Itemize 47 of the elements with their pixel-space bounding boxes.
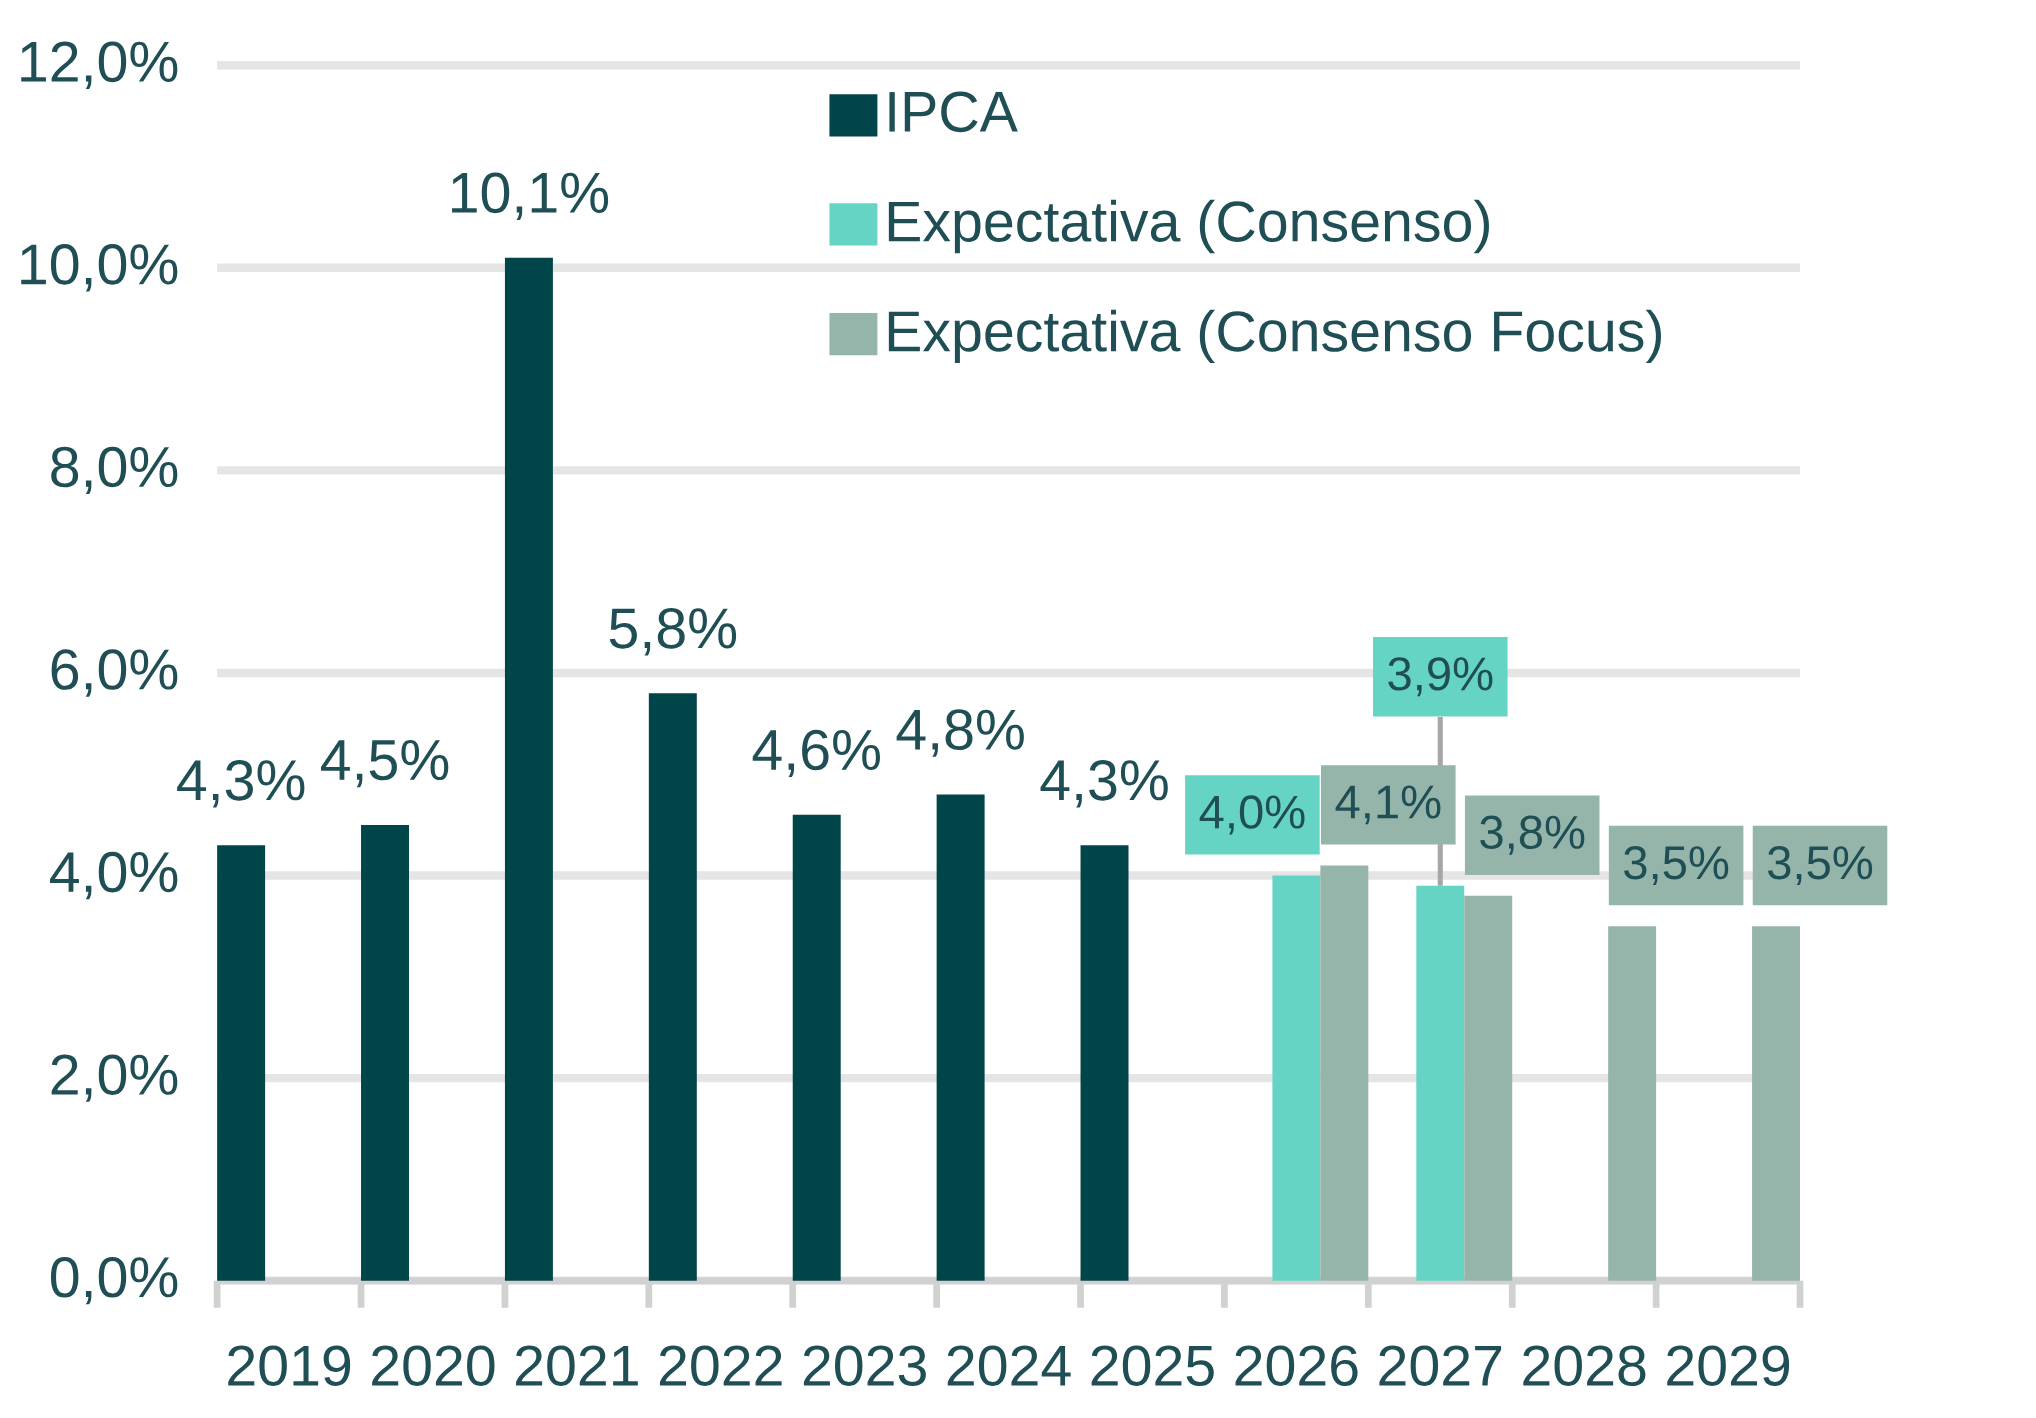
data-label: 4,3% — [1040, 760, 1168, 808]
data-label: 3,8% — [1480, 815, 1585, 855]
data-label: 4,1% — [1335, 785, 1441, 825]
data-label: 5,8% — [609, 608, 737, 656]
y-tick-label: 12,0% — [21, 41, 178, 89]
legend-label: Expectativa (Consenso Focus) — [888, 309, 1661, 364]
bar — [1608, 926, 1657, 1281]
x-tick-label: 2024 — [947, 1345, 1071, 1387]
data-label: 10,1% — [452, 172, 609, 220]
bar — [1272, 875, 1321, 1281]
data-label: 3,5% — [1768, 846, 1873, 886]
y-tick-label: 0,0% — [50, 1257, 178, 1305]
legend-label: IPCA — [889, 91, 1018, 133]
bar — [648, 693, 697, 1281]
bar — [217, 845, 266, 1281]
x-tick-label: 2025 — [1091, 1345, 1214, 1387]
data-label: 3,9% — [1388, 657, 1493, 697]
x-tick-label: 2028 — [1523, 1345, 1646, 1387]
data-label: 4,0% — [1199, 795, 1305, 835]
legend-label: Expectativa (Consenso) — [888, 199, 1489, 254]
data-label: 4,3% — [177, 760, 305, 808]
bar — [1080, 845, 1129, 1281]
bar — [792, 814, 841, 1281]
bar — [1320, 865, 1369, 1281]
x-tick-label: 2027 — [1379, 1345, 1502, 1387]
bar — [361, 824, 410, 1281]
y-tick-label: 4,0% — [50, 851, 178, 900]
x-tick-label: 2022 — [659, 1345, 782, 1387]
data-label: 3,5% — [1624, 846, 1729, 886]
y-tick-label: 10,0% — [21, 244, 178, 292]
bar — [1752, 926, 1801, 1281]
y-tick-label: 8,0% — [51, 446, 178, 495]
data-label: 4,5% — [321, 740, 449, 788]
x-tick-label: 2019 — [228, 1345, 351, 1387]
data-label: 4,8% — [896, 709, 1024, 757]
x-tick-label: 2026 — [1235, 1345, 1358, 1387]
x-tick-label: 2029 — [1667, 1345, 1790, 1387]
bar — [1416, 885, 1465, 1281]
y-tick-label: 6,0% — [51, 649, 178, 697]
bar — [936, 794, 985, 1281]
bar — [504, 257, 553, 1281]
x-tick-label: 2021 — [516, 1345, 638, 1387]
data-label: 4,6% — [752, 729, 880, 778]
x-tick-label: 2023 — [803, 1345, 926, 1387]
bar — [1464, 895, 1513, 1281]
y-tick-label: 2,0% — [51, 1054, 178, 1102]
x-tick-label: 2020 — [372, 1345, 495, 1387]
